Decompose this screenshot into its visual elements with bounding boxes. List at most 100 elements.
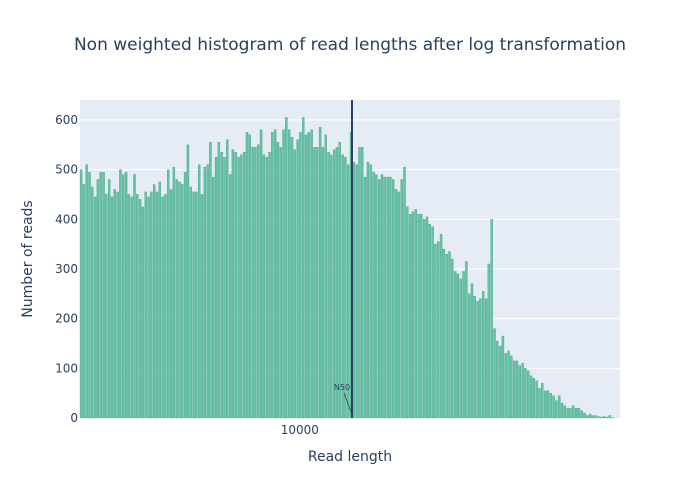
histogram-bar (127, 194, 131, 419)
histogram-bar (546, 390, 550, 419)
histogram-bar (377, 179, 381, 419)
histogram-bar (119, 169, 122, 419)
histogram-bar (245, 132, 249, 419)
histogram-bar (501, 335, 505, 419)
histogram-bar (580, 410, 583, 419)
histogram-bar (372, 171, 375, 419)
histogram-bar (602, 416, 606, 419)
histogram-bar (383, 176, 387, 419)
histogram-bar (133, 174, 136, 419)
histogram-bar (240, 154, 243, 419)
x-tick-label: 10000 (281, 423, 319, 437)
histogram-bar (467, 293, 471, 419)
histogram-bar (102, 171, 105, 419)
histogram-bar (535, 380, 538, 419)
histogram-bar (96, 179, 100, 419)
histogram-bar (223, 156, 226, 419)
histogram-bar (285, 117, 288, 419)
y-tick-label: 100 (55, 361, 78, 375)
histogram-bar (304, 134, 308, 419)
histogram-bar (484, 298, 488, 419)
histogram-bar (459, 278, 462, 419)
histogram-bar (273, 129, 277, 419)
n50-label: N50 (334, 383, 350, 392)
histogram-bar (254, 147, 257, 419)
histogram-bar (403, 166, 406, 419)
histogram-bar (496, 340, 499, 419)
histogram-bar (321, 147, 325, 419)
histogram-bar (91, 186, 94, 419)
histogram-bar (226, 139, 229, 419)
histogram-bar (569, 407, 572, 419)
histogram-bar (248, 134, 252, 419)
histogram-bar (178, 181, 181, 419)
histogram-bar (192, 191, 195, 419)
histogram-bar (431, 226, 434, 419)
histogram-bar (476, 301, 479, 419)
histogram-bar (167, 169, 170, 419)
histogram-bar (600, 416, 603, 419)
histogram-bar (473, 296, 477, 419)
histogram-bar (203, 166, 207, 419)
histogram-bar (200, 194, 204, 419)
histogram-bar (195, 191, 198, 419)
histogram-bar (99, 171, 102, 419)
histogram-bar (169, 189, 173, 419)
histogram-bar (155, 191, 159, 419)
histogram-bar (566, 407, 569, 419)
histogram-bar (608, 415, 612, 419)
histogram-bar (597, 416, 600, 419)
histogram-bar (462, 271, 465, 419)
histogram-bar (515, 360, 519, 419)
histogram-bar (437, 241, 440, 419)
histogram-bar (107, 179, 111, 419)
histogram-bar (375, 174, 378, 419)
histogram-bar (414, 209, 417, 419)
histogram-bar (422, 219, 426, 419)
histogram-bar (124, 171, 128, 419)
histogram-bar (164, 194, 167, 419)
histogram-bar (541, 383, 544, 419)
histogram-bar (257, 144, 260, 419)
histogram-bar (307, 132, 311, 419)
histogram-bar (411, 211, 415, 419)
histogram-bar (493, 328, 496, 419)
histogram-bar (214, 156, 218, 419)
histogram-bar (487, 263, 491, 419)
histogram-bar (453, 271, 457, 419)
histogram-bar (361, 147, 364, 419)
y-tick-label: 500 (55, 163, 78, 177)
histogram-bar (583, 412, 586, 419)
histogram-bar (560, 402, 564, 419)
histogram-bar (209, 142, 212, 419)
histogram-bar (183, 171, 187, 419)
histogram-bar (420, 214, 423, 419)
histogram-bar (313, 147, 316, 419)
histogram-bar (543, 390, 547, 419)
histogram-bar (465, 261, 468, 419)
y-tick-label: 0 (70, 411, 78, 425)
histogram-bar (282, 129, 285, 419)
histogram-bar (448, 251, 451, 419)
histogram-bar (456, 273, 460, 419)
histogram-bar (529, 375, 533, 419)
histogram-bar (136, 194, 139, 419)
histogram-bar (144, 191, 147, 419)
histogram-bar (335, 147, 339, 419)
histogram-bar (498, 345, 502, 419)
histogram-bar (524, 368, 527, 419)
y-axis-title: Number of reads (20, 200, 36, 317)
histogram-bar (152, 184, 156, 419)
histogram-bar (394, 189, 398, 419)
histogram-bar (400, 179, 403, 419)
histogram-bar (228, 174, 232, 419)
histogram-bar (510, 355, 513, 419)
histogram-bar (110, 196, 114, 419)
histogram-bar (572, 405, 575, 419)
histogram-bar (259, 129, 263, 419)
histogram-bar (147, 196, 150, 419)
histogram-bar (521, 363, 524, 419)
histogram-bar (265, 156, 268, 419)
histogram-bar (439, 234, 443, 419)
histogram-bar (279, 147, 282, 419)
